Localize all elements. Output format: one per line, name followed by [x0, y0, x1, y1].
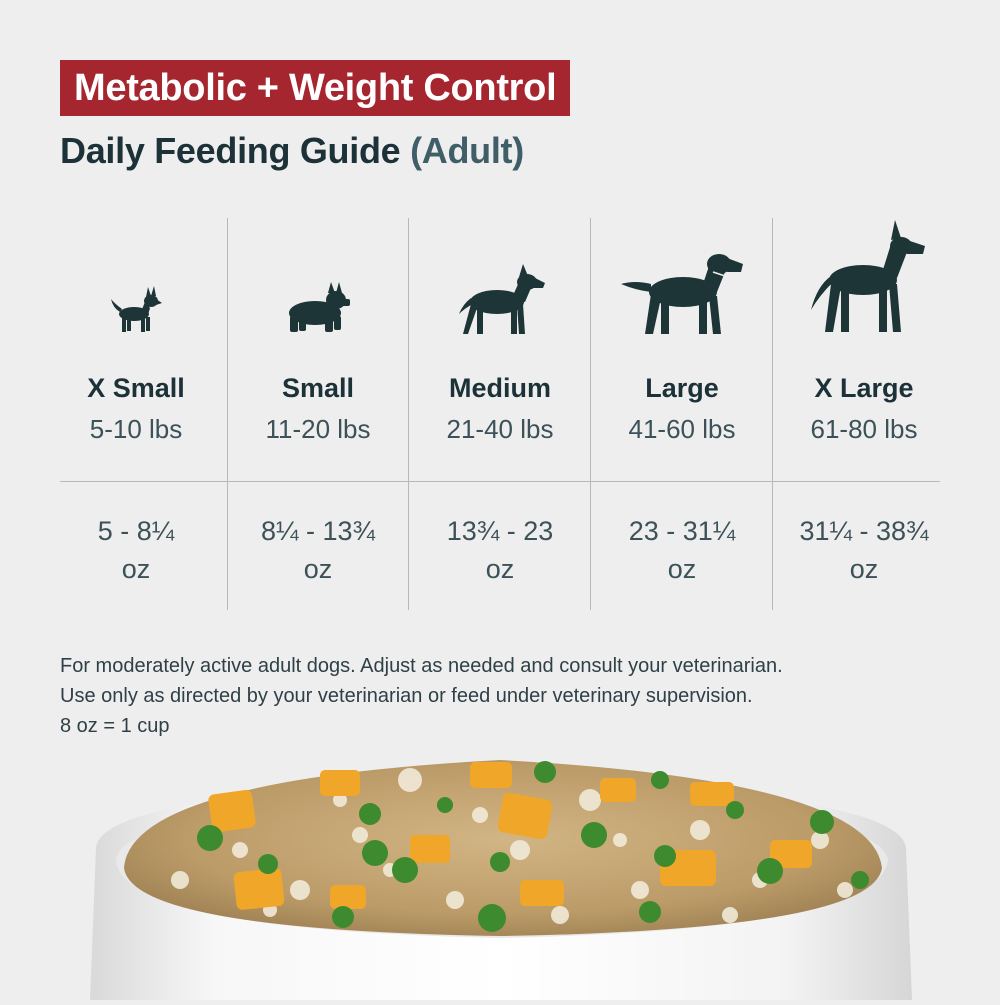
size-column-large: Large 41-60 lbs 23 - 31¼ oz — [591, 218, 773, 610]
note-line: For moderately active adult dogs. Adjust… — [60, 655, 783, 677]
column-divider — [408, 218, 409, 610]
feeding-amount-unit: oz — [303, 554, 333, 584]
feeding-amount-range: 13¾ - 23 — [446, 516, 554, 546]
feeding-amount-range: 8¼ - 13¾ — [260, 516, 376, 546]
great-dane-icon — [773, 220, 955, 334]
medium-dog-icon — [409, 262, 591, 334]
feeding-amount: 31¼ - 38¾ oz — [773, 512, 955, 588]
note-line: Use only as directed by your veterinaria… — [60, 685, 753, 707]
labrador-icon — [591, 250, 773, 334]
column-divider — [772, 218, 773, 610]
weight-range: 41-60 lbs — [628, 414, 736, 444]
feeding-amount: 5 - 8¼ oz — [45, 512, 227, 588]
weight-range: 11-20 lbs — [265, 414, 371, 444]
weight-range: 21-40 lbs — [446, 414, 554, 444]
row-divider — [60, 481, 940, 482]
size-column-medium: Medium 21-40 lbs 13¾ - 23 oz — [409, 218, 591, 610]
size-column-x-large: X Large 61-80 lbs 31¼ - 38¾ oz — [773, 218, 955, 610]
size-column-x-small: X Small 5-10 lbs 5 - 8¼ oz — [45, 218, 227, 610]
feeding-amount-unit: oz — [849, 554, 879, 584]
size-name: Medium — [448, 373, 551, 403]
feeding-amount-range: 5 - 8¼ — [97, 516, 175, 546]
feeding-amount: 8¼ - 13¾ oz — [227, 512, 409, 588]
feeding-amount-unit: oz — [667, 554, 697, 584]
feeding-amount: 23 - 31¼ oz — [591, 512, 773, 588]
feeding-table: X Small 5-10 lbs 5 - 8¼ oz — [60, 218, 940, 610]
weight-range: 5-10 lbs — [89, 414, 183, 444]
feeding-amount: 13¾ - 23 oz — [409, 512, 591, 588]
french-bulldog-icon — [227, 280, 409, 332]
size-name: Large — [645, 373, 719, 403]
food-bowl-image — [0, 740, 1000, 1000]
column-divider — [590, 218, 591, 610]
page-title: Daily Feeding Guide (Adult) — [60, 130, 524, 172]
feeding-amount-range: 23 - 31¼ — [628, 516, 736, 546]
page-title-main: Daily Feeding Guide — [60, 130, 401, 171]
feeding-amount-range: 31¼ - 38¾ — [799, 516, 929, 546]
column-divider — [227, 218, 228, 610]
page-title-qualifier: (Adult) — [410, 130, 524, 171]
product-name-badge: Metabolic + Weight Control — [60, 60, 571, 116]
note-line: 8 oz = 1 cup — [60, 715, 170, 737]
size-name: X Large — [814, 373, 914, 403]
chihuahua-icon — [45, 284, 227, 332]
size-name: Small — [281, 373, 355, 403]
weight-range: 61-80 lbs — [810, 414, 918, 444]
size-name: X Small — [87, 373, 185, 403]
size-column-small: Small 11-20 lbs 8¼ - 13¾ oz — [227, 218, 409, 610]
feeding-amount-unit: oz — [485, 554, 515, 584]
feeding-notes: For moderately active adult dogs. Adjust… — [60, 651, 783, 741]
feeding-amount-unit: oz — [121, 554, 151, 584]
